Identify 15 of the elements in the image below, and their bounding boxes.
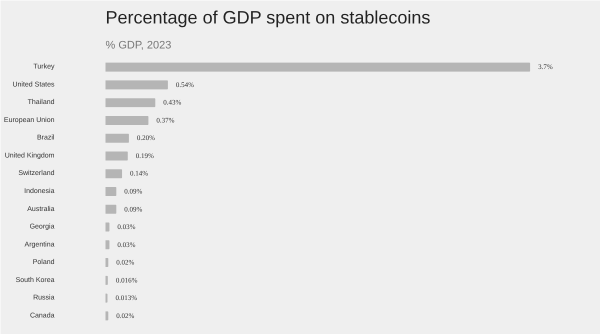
bar — [106, 169, 122, 178]
bar — [106, 240, 110, 250]
bar — [106, 258, 108, 268]
bar — [106, 187, 116, 196]
bar — [106, 311, 108, 320]
bar — [106, 98, 156, 108]
bar — [106, 62, 530, 72]
chart-title: Percentage of GDP spent on stablecoins — [106, 8, 430, 28]
chart-subtitle: % GDP, 2023 — [106, 40, 172, 52]
bar — [106, 80, 168, 90]
bar — [106, 222, 110, 232]
bar — [106, 116, 148, 125]
bar — [106, 134, 129, 143]
bar — [106, 204, 116, 214]
bar — [106, 151, 128, 160]
